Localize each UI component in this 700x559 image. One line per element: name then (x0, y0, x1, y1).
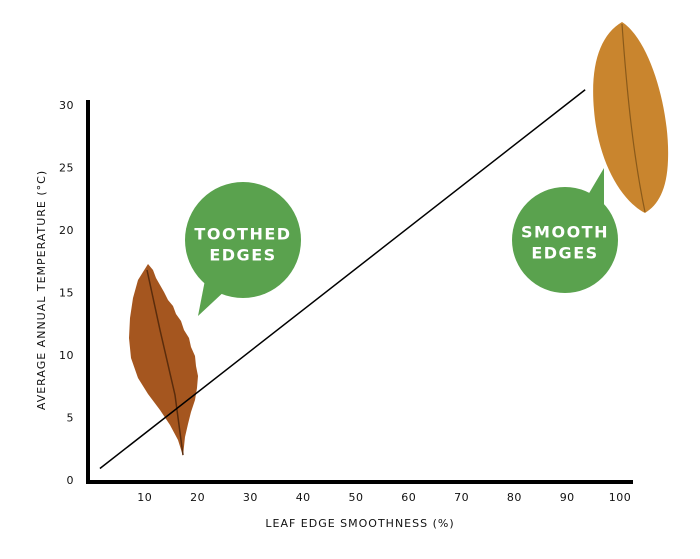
x-tick-label: 80 (507, 491, 522, 504)
annotation: SMOOTH (521, 223, 609, 242)
x-tick-label: 90 (560, 491, 575, 504)
annotation: EDGES (209, 246, 276, 265)
y-tick-label: 20 (59, 224, 74, 237)
trend-line (99, 89, 586, 470)
x-tick-label: 50 (349, 491, 364, 504)
annotation: EDGES (531, 244, 598, 263)
x-tick-label: 40 (296, 491, 311, 504)
annotation: TOOTHED (194, 225, 291, 244)
y-tick-label: 30 (59, 99, 74, 112)
x-tick-label: 20 (190, 491, 205, 504)
y-tick-label: 25 (59, 162, 74, 175)
x-tick-label: 70 (454, 491, 469, 504)
x-tick-label: 10 (137, 491, 152, 504)
y-tick-label: 0 (67, 474, 75, 487)
x-tick-label: 100 (609, 491, 632, 504)
toothed-leaf (129, 264, 198, 456)
smooth-leaf (593, 22, 669, 213)
y-tick-label: 10 (59, 349, 74, 362)
x-tick-label: 30 (243, 491, 258, 504)
y-tick-label: 15 (59, 287, 74, 300)
y-tick-label: 5 (67, 412, 75, 425)
toothed-bubble: TOOTHED EDGES (185, 182, 301, 316)
smooth-bubble: SMOOTH EDGES (512, 168, 618, 293)
x-axis-title: LEAF EDGE SMOOTHNESS (%) (265, 517, 454, 530)
x-tick-label: 60 (401, 491, 416, 504)
y-axis-title: AVERAGE ANNUAL TEMPERATURE (°C) (35, 170, 48, 410)
